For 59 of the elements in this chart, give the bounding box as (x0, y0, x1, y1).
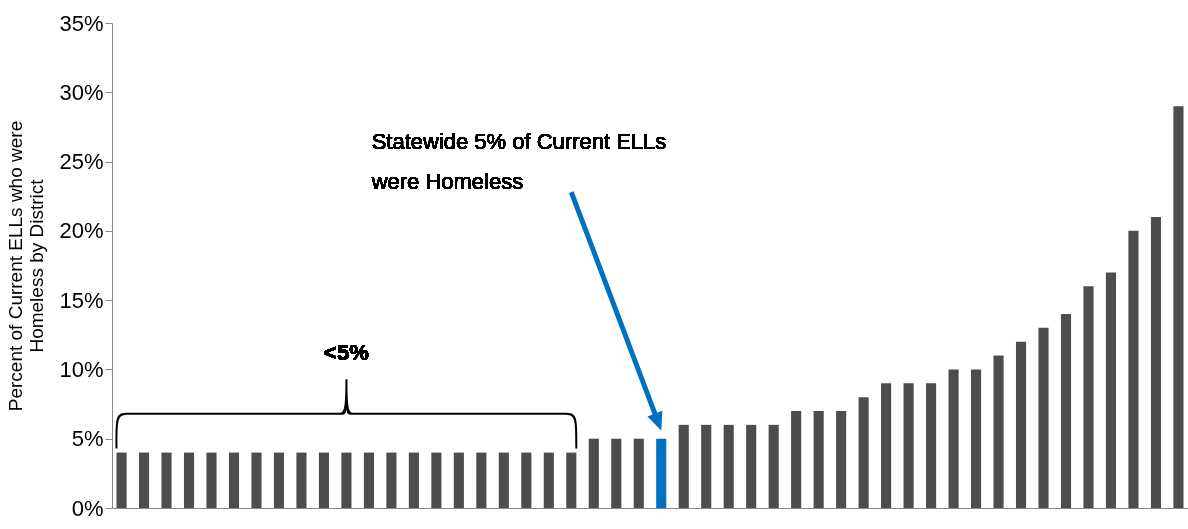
y-tick-label: 10% (59, 356, 104, 382)
y-tick-label: 30% (59, 79, 104, 105)
bar (1083, 286, 1094, 508)
bar (723, 424, 734, 508)
bar (296, 452, 307, 508)
bar (273, 452, 285, 508)
bar (341, 452, 352, 508)
bar (1015, 341, 1027, 508)
bar (971, 369, 982, 508)
bar (521, 452, 532, 508)
bar (183, 452, 195, 508)
bar (678, 424, 689, 508)
bar (251, 452, 262, 508)
bar (363, 452, 374, 508)
bar (138, 452, 150, 508)
bar (318, 452, 329, 508)
bar (1173, 106, 1184, 508)
bar (476, 452, 487, 508)
bar (948, 369, 959, 508)
y-tick-label: 25% (59, 149, 104, 175)
bar (611, 438, 622, 508)
bar (116, 452, 127, 508)
bar (408, 452, 419, 508)
bar (993, 355, 1004, 508)
y-tick-label: 20% (59, 218, 104, 244)
bar (791, 411, 802, 508)
bar (1105, 272, 1117, 508)
bar (498, 452, 509, 508)
bar (746, 424, 757, 508)
bar (1150, 217, 1162, 508)
bar (903, 383, 914, 508)
bar (566, 452, 577, 508)
bar (1060, 314, 1072, 508)
bar (926, 383, 937, 508)
bar (701, 424, 712, 508)
bar (228, 452, 240, 508)
bar (206, 452, 217, 508)
bar (1128, 230, 1139, 508)
bar (453, 452, 464, 508)
bar (633, 438, 644, 508)
y-tick-label: 5% (71, 426, 104, 452)
bar (543, 452, 554, 508)
annotation: Statewide 5% of Current ELLs were Homeless (370, 129, 667, 195)
bar (588, 438, 599, 508)
bar (881, 383, 892, 508)
bar (836, 411, 847, 508)
y-tick-label: 15% (59, 287, 104, 313)
bar (768, 424, 779, 508)
bar (813, 411, 824, 508)
bar (1038, 327, 1049, 508)
y-tick-label: 0% (71, 495, 104, 521)
bar (656, 438, 667, 508)
bar (386, 452, 397, 508)
bar (161, 452, 172, 508)
y-axis-title: Percent of Current ELLs who were Homeless by District (5, 120, 48, 412)
bar (431, 452, 442, 508)
bar (858, 397, 869, 508)
y-tick-label: 35% (59, 10, 104, 36)
annotation: <5% (324, 339, 369, 365)
